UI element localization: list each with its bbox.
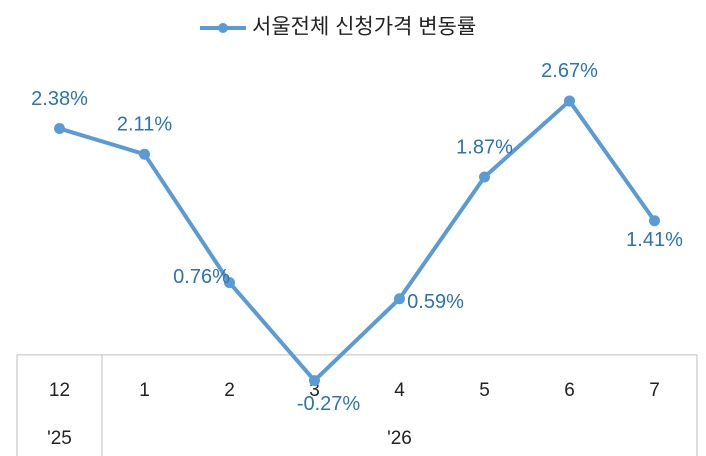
- x-tick-label: 1: [139, 380, 150, 401]
- point: [649, 215, 660, 227]
- point: [224, 277, 235, 289]
- x-tick-label: 4: [394, 380, 405, 401]
- x-tick-label: 7: [649, 380, 660, 401]
- data-label: 1.41%: [626, 229, 683, 251]
- data-label: 0.59%: [407, 291, 464, 313]
- point: [564, 95, 575, 107]
- x-tick-label: 3: [309, 380, 320, 401]
- x-group-label: '25: [47, 428, 72, 449]
- data-label: 2.67%: [541, 60, 598, 82]
- x-group-label: '26: [387, 428, 412, 449]
- legend-marker: [218, 23, 228, 33]
- data-label: 2.11%: [117, 113, 172, 135]
- data-label: -0.27%: [297, 393, 361, 415]
- x-tick-label: 12: [49, 380, 70, 401]
- point: [394, 293, 405, 305]
- point: [54, 123, 65, 135]
- data-label: 2.38%: [31, 88, 88, 110]
- x-tick-label: 2: [224, 380, 235, 401]
- x-tick-label: 5: [479, 380, 490, 401]
- legend-label: 서울전체 신청가격 변동률: [252, 16, 476, 39]
- line-series: [58, 98, 657, 383]
- point: [139, 148, 150, 160]
- x-tick-label: 6: [564, 380, 575, 401]
- point: [309, 375, 320, 387]
- point: [479, 171, 490, 183]
- data-label: 0.76%: [173, 266, 230, 288]
- data-label: 1.87%: [456, 136, 513, 158]
